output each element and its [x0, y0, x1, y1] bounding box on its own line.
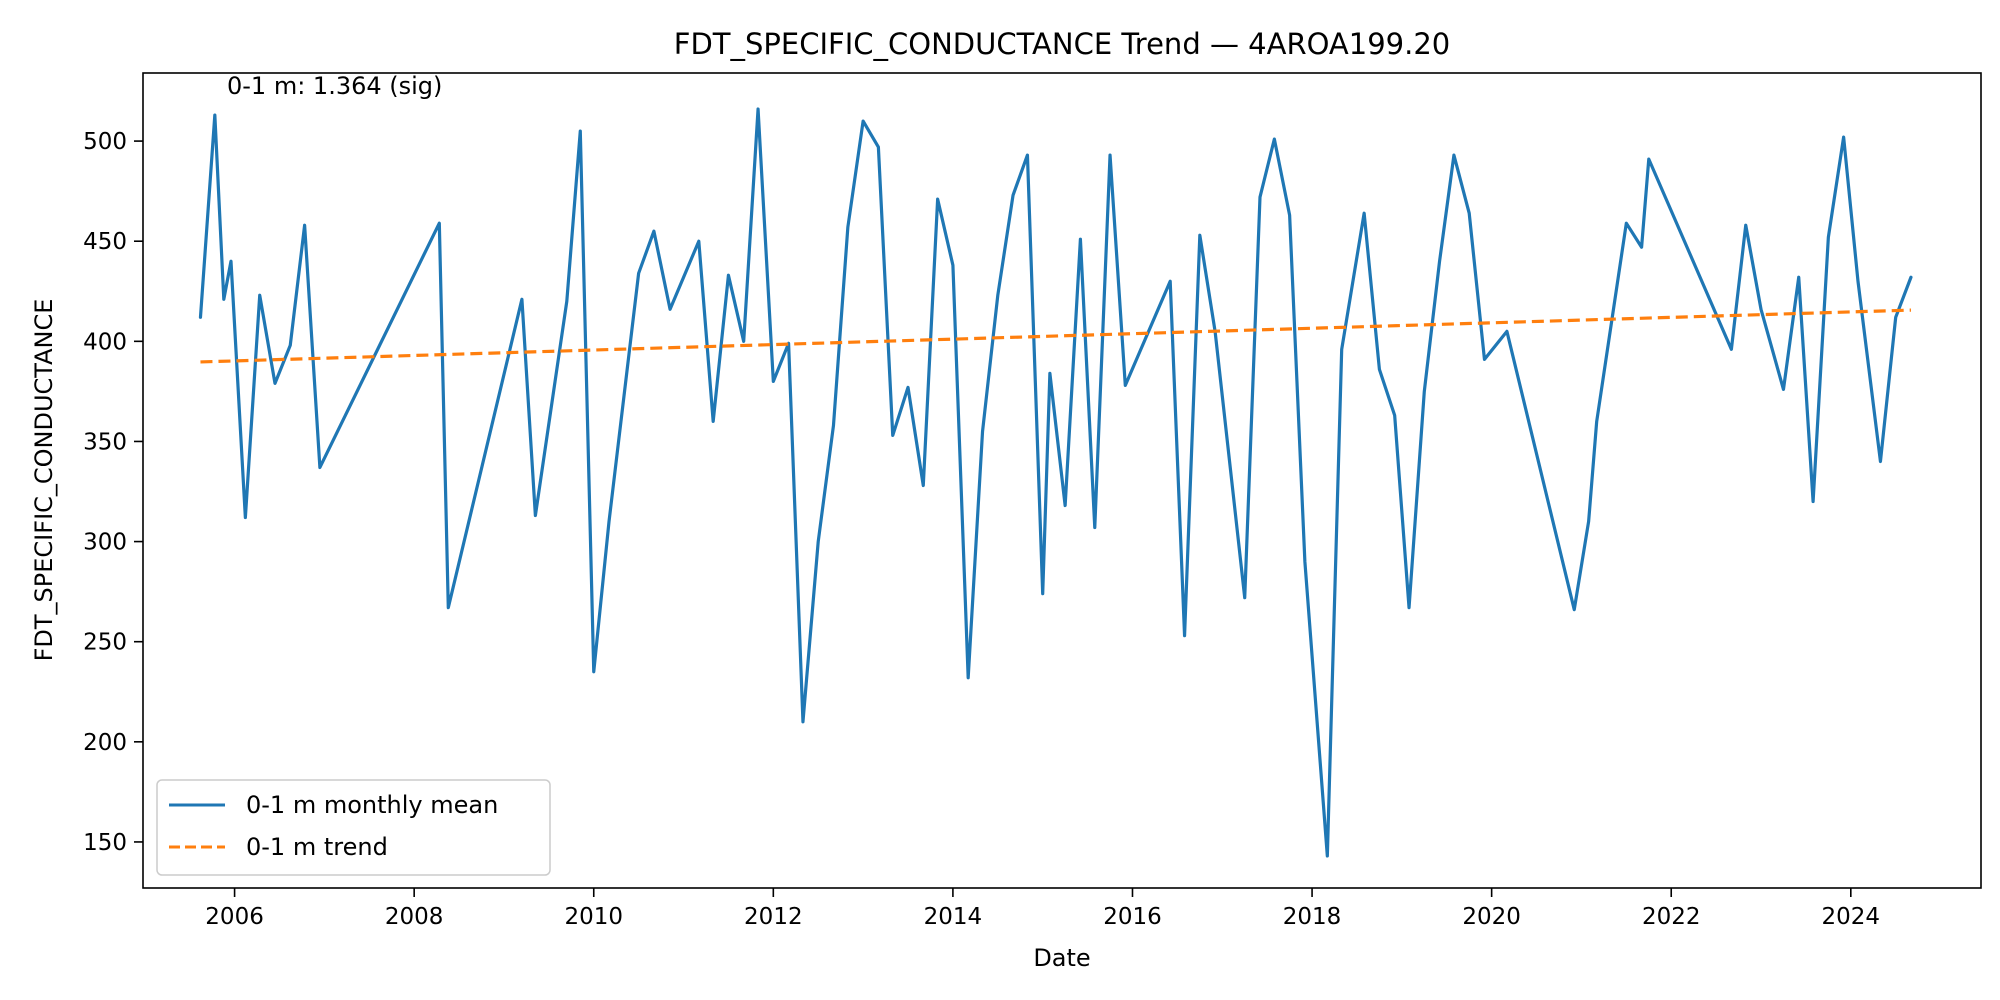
y-tick-label-350: 350	[83, 429, 127, 455]
x-tick-label-2012: 2012	[744, 904, 803, 930]
y-tick-label-300: 300	[83, 530, 127, 556]
axes-frame	[142, 72, 1982, 889]
x-tick-label-2006: 2006	[205, 904, 264, 930]
trend-annotation: 0-1 m: 1.364 (sig)	[227, 72, 442, 100]
x-tick-label-2010: 2010	[564, 904, 623, 930]
legend-box	[156, 779, 551, 876]
x-axis: 2006 2008 2010 2012 2014 2016 2018 2020 2022 2024	[205, 888, 1880, 930]
legend-label-trend: 0-1 m trend	[246, 833, 388, 861]
legend-label-monthly-mean: 0-1 m monthly mean	[246, 791, 498, 819]
y-tick-label-250: 250	[83, 630, 127, 656]
x-tick-label-2008: 2008	[385, 904, 444, 930]
x-tick-label-2014: 2014	[924, 904, 983, 930]
y-tick-label-200: 200	[83, 730, 127, 756]
y-tick-label-450: 450	[83, 229, 127, 255]
x-tick-label-2016: 2016	[1103, 904, 1162, 930]
x-tick-label-2024: 2024	[1822, 904, 1881, 930]
x-tick-label-2022: 2022	[1642, 904, 1701, 930]
y-axis-label: FDT_SPECIFIC_CONDUCTANCE	[30, 299, 58, 662]
y-tick-label-400: 400	[83, 329, 127, 355]
x-axis-label: Date	[1033, 944, 1090, 972]
legend: 0-1 m monthly mean 0-1 m trend	[156, 779, 551, 876]
y-axis: 150 200 250 300 350 400 450 500	[83, 129, 143, 856]
y-tick-label-150: 150	[83, 830, 127, 856]
chart-title: FDT_SPECIFIC_CONDUCTANCE Trend — 4AROA19…	[674, 27, 1450, 61]
series-layer	[198, 107, 1913, 858]
y-tick-label-500: 500	[83, 129, 127, 155]
x-tick-label-2018: 2018	[1283, 904, 1342, 930]
x-tick-label-2020: 2020	[1462, 904, 1521, 930]
series-line-monthly-mean	[198, 107, 1913, 858]
series-line-trend	[200, 308, 1912, 364]
